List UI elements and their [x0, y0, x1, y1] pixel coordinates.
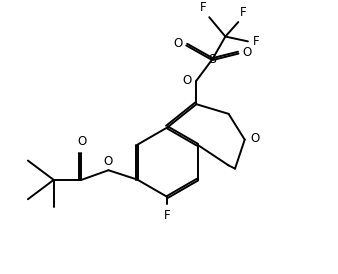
- Text: O: O: [173, 38, 182, 50]
- Text: F: F: [240, 6, 246, 19]
- Text: O: O: [104, 155, 113, 168]
- Text: O: O: [250, 132, 260, 144]
- Text: O: O: [243, 45, 252, 59]
- Text: O: O: [183, 73, 192, 87]
- Text: S: S: [209, 53, 216, 65]
- Text: F: F: [200, 1, 207, 14]
- Text: O: O: [77, 135, 87, 148]
- Text: F: F: [164, 209, 171, 222]
- Text: F: F: [252, 35, 259, 48]
